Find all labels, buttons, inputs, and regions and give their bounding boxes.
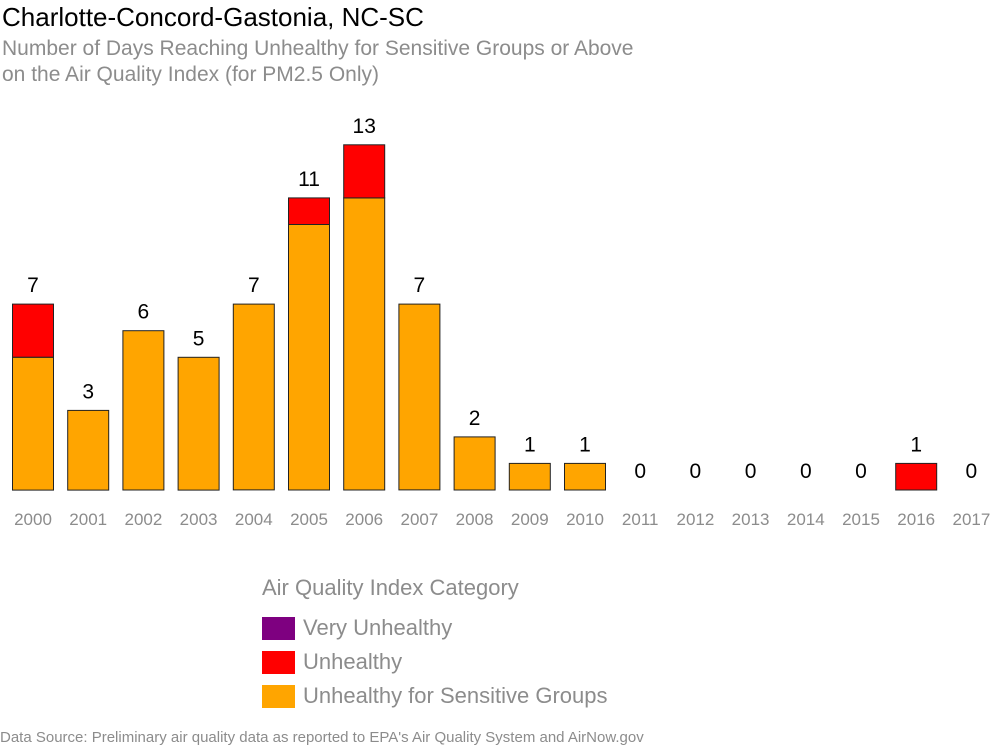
bar-2010-unhealthy-for-sensitive-groups — [564, 462, 606, 491]
x-tick-2004: 2004 — [235, 510, 273, 529]
bar-2001-unhealthy-for-sensitive-groups — [67, 409, 110, 491]
x-tick-2017: 2017 — [952, 510, 990, 529]
total-label-2003: 5 — [193, 327, 205, 350]
total-label-2014: 0 — [800, 460, 812, 483]
subtitle-line-2: on the Air Quality Index (for PM2.5 Only… — [2, 63, 379, 86]
x-tick-2008: 2008 — [456, 510, 494, 529]
total-label-2011: 0 — [634, 460, 646, 483]
total-label-2010: 1 — [579, 433, 591, 456]
legend-label-very-unhealthy: Very Unhealthy — [303, 615, 453, 640]
bar-2006-unhealthy — [343, 144, 386, 199]
total-label-2017: 0 — [966, 460, 978, 483]
x-tick-2007: 2007 — [400, 510, 438, 529]
total-label-2004: 7 — [248, 274, 260, 297]
bar-2007-unhealthy-for-sensitive-groups — [398, 303, 441, 491]
bar-2006-unhealthy-for-sensitive-groups — [343, 197, 386, 491]
total-label-2000: 7 — [27, 274, 39, 297]
x-tick-2005: 2005 — [290, 510, 328, 529]
bar-2000-unhealthy — [12, 303, 54, 358]
chart-subtitle: Number of Days Reaching Unhealthy for Se… — [2, 36, 634, 88]
data-source-note: Data Source: Preliminary air quality dat… — [0, 729, 644, 746]
bar-2009-unhealthy-for-sensitive-groups — [508, 462, 551, 491]
bar-2004-unhealthy-for-sensitive-groups — [232, 303, 275, 491]
x-tick-2006: 2006 — [345, 510, 383, 529]
bar-2005-unhealthy-for-sensitive-groups — [288, 224, 330, 491]
bar-chart: 7200032001620025200372004112005132006720… — [12, 115, 990, 529]
bar-2016-unhealthy — [895, 462, 938, 491]
x-tick-2014: 2014 — [787, 510, 825, 529]
bar-2008-unhealthy-for-sensitive-groups — [453, 436, 496, 491]
x-tick-2015: 2015 — [842, 510, 880, 529]
total-label-2012: 0 — [690, 460, 702, 483]
total-label-2001: 3 — [82, 380, 94, 403]
bar-2005-unhealthy — [288, 197, 330, 225]
total-label-2008: 2 — [469, 407, 481, 430]
chart-title: Charlotte-Concord-Gastonia, NC-SC — [2, 2, 424, 32]
legend-item-unhealthy: Unhealthy — [262, 645, 608, 679]
bar-2002-unhealthy-for-sensitive-groups — [122, 330, 165, 491]
x-tick-2001: 2001 — [69, 510, 107, 529]
subtitle-line-1: Number of Days Reaching Unhealthy for Se… — [2, 37, 634, 60]
x-tick-2012: 2012 — [676, 510, 714, 529]
x-tick-2009: 2009 — [511, 510, 549, 529]
legend: Air Quality Index Category Very Unhealth… — [262, 575, 608, 713]
legend-label-usg: Unhealthy for Sensitive Groups — [303, 683, 608, 708]
bar-2003-unhealthy-for-sensitive-groups — [177, 356, 220, 491]
total-label-2002: 6 — [138, 301, 150, 324]
legend-title: Air Quality Index Category — [262, 575, 519, 600]
x-tick-2011: 2011 — [622, 510, 659, 529]
x-tick-2013: 2013 — [732, 510, 770, 529]
total-label-2006: 13 — [353, 115, 376, 138]
legend-item-usg: Unhealthy for Sensitive Groups — [262, 679, 608, 713]
total-label-2005: 11 — [298, 168, 320, 191]
x-tick-2016: 2016 — [897, 510, 935, 529]
total-label-2016: 1 — [910, 433, 922, 456]
x-tick-2000: 2000 — [14, 510, 52, 529]
legend-swatch-unhealthy — [262, 650, 295, 674]
legend-item-very-unhealthy: Very Unhealthy — [262, 611, 608, 645]
legend-swatch-usg — [262, 684, 295, 708]
total-label-2015: 0 — [855, 460, 867, 483]
x-tick-2002: 2002 — [124, 510, 162, 529]
legend-label-unhealthy: Unhealthy — [303, 649, 403, 674]
bar-2000-unhealthy-for-sensitive-groups — [12, 356, 54, 491]
legend-swatch-very-unhealthy — [262, 616, 295, 640]
total-label-2009: 1 — [524, 433, 536, 456]
x-tick-2003: 2003 — [180, 510, 218, 529]
x-tick-2010: 2010 — [566, 510, 604, 529]
total-label-2013: 0 — [745, 460, 757, 483]
total-label-2007: 7 — [414, 274, 426, 297]
